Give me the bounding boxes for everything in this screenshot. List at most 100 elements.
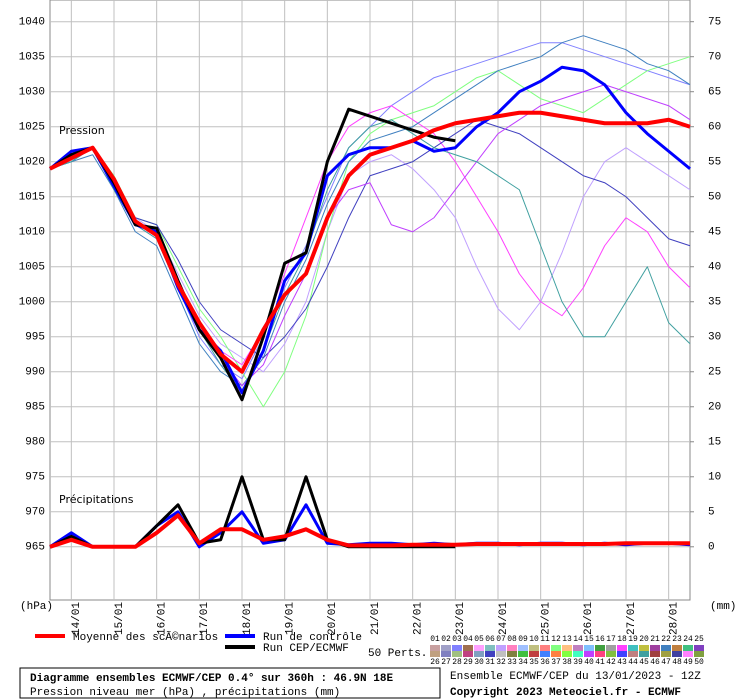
member-label: 36 bbox=[540, 658, 550, 667]
y-tick-label: 965 bbox=[25, 542, 45, 554]
y2-tick-label: 65 bbox=[708, 87, 721, 99]
y2-tick-label: 70 bbox=[708, 52, 721, 64]
member-swatch bbox=[485, 645, 495, 651]
y-tick-label: 1000 bbox=[19, 297, 45, 309]
member-label: 40 bbox=[584, 658, 594, 667]
member-label: 07 bbox=[496, 635, 506, 644]
member-swatch bbox=[540, 651, 550, 657]
member-label: 09 bbox=[518, 635, 528, 644]
member-label: 22 bbox=[661, 635, 671, 644]
y2-tick-label: 0 bbox=[708, 542, 715, 554]
member-label: 23 bbox=[672, 635, 682, 644]
x-tick-label: 19/01 bbox=[285, 602, 297, 635]
member-label: 44 bbox=[628, 658, 638, 667]
y-tick-label: 1030 bbox=[19, 87, 45, 99]
x-tick-label: 22/01 bbox=[413, 602, 425, 635]
member-label: 14 bbox=[573, 635, 583, 644]
y-tick-label: 1010 bbox=[19, 227, 45, 239]
member-label: 48 bbox=[672, 658, 682, 667]
member-swatch bbox=[661, 645, 671, 651]
y-unit: (hPa) bbox=[20, 601, 53, 613]
member-label: 02 bbox=[441, 635, 451, 644]
y2-tick-label: 40 bbox=[708, 262, 721, 274]
x-tick-label: 26/01 bbox=[583, 602, 595, 635]
member-label: 30 bbox=[474, 658, 484, 667]
member-swatch bbox=[463, 651, 473, 657]
member-label: 03 bbox=[452, 635, 462, 644]
member-label: 42 bbox=[606, 658, 616, 667]
member-swatch bbox=[584, 651, 594, 657]
member-swatch bbox=[628, 645, 638, 651]
member-label: 46 bbox=[650, 658, 660, 667]
y2-tick-label: 25 bbox=[708, 367, 721, 379]
legend-entry: Run CEP/ECMWF bbox=[263, 643, 349, 655]
y-tick-label: 1040 bbox=[19, 17, 45, 29]
member-label: 01 bbox=[430, 635, 440, 644]
member-swatch bbox=[441, 645, 451, 651]
x-tick-label: 16/01 bbox=[157, 602, 169, 635]
y2-tick-label: 55 bbox=[708, 157, 721, 169]
member-swatch bbox=[463, 645, 473, 651]
member-swatch bbox=[672, 651, 682, 657]
member-swatch bbox=[573, 645, 583, 651]
member-swatch bbox=[430, 645, 440, 651]
y-tick-label: 980 bbox=[25, 437, 45, 449]
member-label: 26 bbox=[430, 658, 440, 667]
member-label: 11 bbox=[540, 635, 550, 644]
member-label: 25 bbox=[694, 635, 704, 644]
member-swatch bbox=[452, 651, 462, 657]
member-label: 24 bbox=[683, 635, 693, 644]
member-swatch bbox=[562, 651, 572, 657]
run-info: Ensemble ECMWF/CEP du 13/01/2023 - 12Z bbox=[450, 671, 701, 683]
member-swatch bbox=[518, 651, 528, 657]
pressure-line bbox=[49, 110, 691, 374]
x-tick-label: 23/01 bbox=[455, 602, 467, 635]
labels: 9659709759809859909951000100510101015102… bbox=[19, 17, 722, 635]
member-label: 39 bbox=[573, 658, 583, 667]
member-label: 15 bbox=[584, 635, 594, 644]
x-tick-label: 27/01 bbox=[626, 602, 638, 635]
member-swatch bbox=[683, 645, 693, 651]
member-label: 06 bbox=[485, 635, 495, 644]
members-label: 50 Perts. bbox=[368, 648, 427, 660]
members-legend: 01 02 03 04 05 06 07 08 09 10 11 12 13 14 15 16 17 18 19 20… bbox=[430, 635, 704, 667]
member-label: 20 bbox=[639, 635, 649, 644]
member-label: 47 bbox=[661, 658, 671, 667]
member-swatch bbox=[441, 651, 451, 657]
y2-tick-label: 45 bbox=[708, 227, 721, 239]
member-swatch bbox=[595, 645, 605, 651]
member-swatch bbox=[606, 645, 616, 651]
lines bbox=[49, 35, 691, 549]
x-tick-label: 15/01 bbox=[114, 602, 126, 635]
y2-tick-label: 75 bbox=[708, 17, 721, 29]
y-tick-label: 1015 bbox=[19, 192, 45, 204]
member-swatch bbox=[474, 651, 484, 657]
member-swatch bbox=[496, 651, 506, 657]
legend-entry: Run de contrôle bbox=[263, 632, 362, 644]
member-swatch bbox=[617, 645, 627, 651]
member-label: 38 bbox=[562, 658, 572, 667]
x-tick-label: 21/01 bbox=[370, 602, 382, 635]
member-label: 10 bbox=[529, 635, 539, 644]
y2-tick-label: 35 bbox=[708, 297, 721, 309]
y2-tick-label: 5 bbox=[708, 507, 715, 519]
member-swatch bbox=[650, 651, 660, 657]
x-tick-label: 24/01 bbox=[498, 602, 510, 635]
member-label: 31 bbox=[485, 658, 495, 667]
y-tick-label: 970 bbox=[25, 507, 45, 519]
y2-tick-label: 50 bbox=[708, 192, 721, 204]
x-tick-label: 20/01 bbox=[327, 602, 339, 635]
member-label: 37 bbox=[551, 658, 561, 667]
member-swatch bbox=[639, 651, 649, 657]
member-swatch bbox=[551, 651, 561, 657]
member-label: 32 bbox=[496, 658, 506, 667]
member-label: 35 bbox=[529, 658, 539, 667]
member-swatch bbox=[551, 645, 561, 651]
member-label: 05 bbox=[474, 635, 484, 644]
pressure-label: Pression bbox=[59, 124, 105, 137]
x-tick-label: 18/01 bbox=[242, 602, 254, 635]
x-tick-label: 25/01 bbox=[541, 602, 553, 635]
subtitle: Pression niveau mer (hPa) , précipitatio… bbox=[30, 687, 340, 699]
member-swatch bbox=[672, 645, 682, 651]
